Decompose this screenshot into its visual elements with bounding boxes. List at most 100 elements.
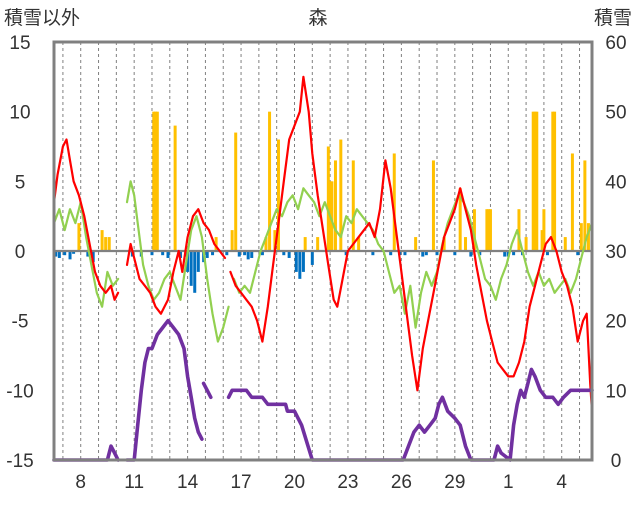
precip-bar (545, 251, 549, 256)
precip-bar (424, 251, 428, 256)
x-tick-label: 23 (337, 472, 358, 493)
precip-bar (273, 230, 277, 251)
precip-bar (414, 237, 418, 251)
precip-bar (287, 251, 291, 258)
precip-bar (68, 251, 72, 260)
x-tick-label: 29 (444, 472, 465, 493)
x-tick-label: 1 (503, 472, 514, 493)
precip-bar (303, 237, 307, 251)
precip-bar (316, 237, 320, 251)
precip-bar (517, 209, 521, 251)
x-tick-label: 17 (230, 472, 251, 493)
left-tick-label: -10 (6, 381, 33, 402)
precip-bar (553, 111, 557, 252)
snow-depth-line (201, 381, 213, 400)
precip-bar (326, 146, 330, 251)
right-tick-label: 50 (605, 103, 626, 124)
precip-bar (464, 237, 468, 251)
snow-depth-line (226, 367, 594, 462)
precip-bar (282, 251, 286, 256)
precip-bar (225, 251, 229, 256)
x-tick-label: 26 (391, 472, 412, 493)
precip-bar (542, 209, 546, 251)
precip-bar (357, 237, 361, 251)
precip-bar (442, 237, 446, 251)
precip-bar (503, 251, 507, 257)
wind-line (125, 180, 230, 343)
precip-bar (421, 251, 425, 257)
precip-bar (512, 251, 516, 256)
right-tick-label: 20 (605, 312, 626, 333)
precip-bar (301, 251, 305, 272)
x-tick-label: 8 (75, 472, 86, 493)
series-lines (52, 75, 594, 462)
precip-bar (155, 111, 159, 252)
precip-bar (371, 251, 375, 256)
precip-bar (551, 111, 555, 252)
precip-bar (453, 251, 457, 256)
precip-bar (57, 251, 61, 258)
precip-bar (193, 251, 197, 293)
precip-bar (579, 223, 583, 251)
precip-bar (298, 251, 302, 279)
precip-bar (524, 237, 528, 251)
precip-bar (540, 230, 544, 251)
precip-bar (211, 251, 215, 256)
plot-frame (52, 40, 594, 462)
precip-bar (392, 153, 396, 251)
temperature-line (52, 138, 120, 301)
precip-bar (250, 251, 254, 258)
precip-bar (586, 223, 590, 251)
precip-bar (166, 251, 170, 258)
left-axis-title: 積雪以外 (4, 7, 80, 29)
snow-depth-line (125, 318, 204, 462)
precip-bar (488, 209, 492, 251)
precip-bar (330, 181, 334, 251)
precip-bar (276, 139, 280, 251)
precip-bar (178, 251, 182, 258)
temperature-line (229, 75, 594, 413)
precip-bar (535, 111, 539, 252)
precip-bar (435, 251, 439, 256)
wind-line (232, 187, 594, 329)
left-tick-label: 10 (9, 103, 30, 124)
precip-bar (234, 132, 238, 251)
precip-bar (294, 251, 298, 272)
precip-bar (260, 251, 264, 256)
precip-bar (431, 160, 435, 251)
precip-bar (205, 251, 209, 258)
precip-bar (531, 111, 535, 252)
precip-bar (264, 237, 268, 251)
precip-bar (54, 251, 58, 257)
left-tick-label: 15 (9, 33, 30, 54)
precip-bar (533, 111, 537, 252)
left-tick-label: -15 (6, 451, 33, 472)
right-axis-title: 積雪 (594, 7, 632, 29)
chart-title: 森 (308, 7, 327, 29)
precip-bar (189, 251, 193, 286)
precip-bar (100, 230, 104, 251)
precip-bar (214, 237, 218, 251)
wind-line (52, 201, 120, 308)
precip-bar (344, 251, 348, 256)
precip-bar (485, 209, 489, 251)
precip-bar (154, 111, 158, 252)
precip-bar (243, 251, 247, 256)
precip-bar (469, 251, 473, 257)
precip-bar (563, 237, 567, 251)
precip-bar (91, 251, 95, 263)
precip-bar (107, 237, 111, 251)
x-tick-label: 14 (177, 472, 199, 493)
precip-bar (458, 188, 462, 251)
right-tick-label: 30 (605, 242, 626, 263)
precip-bar (576, 251, 580, 256)
right-tick-label: 40 (605, 172, 626, 193)
precip-bar (150, 251, 154, 256)
precip-bar (63, 251, 67, 256)
precip-bar (104, 237, 108, 251)
precip-bar (152, 111, 156, 252)
precip-bar (237, 251, 241, 257)
